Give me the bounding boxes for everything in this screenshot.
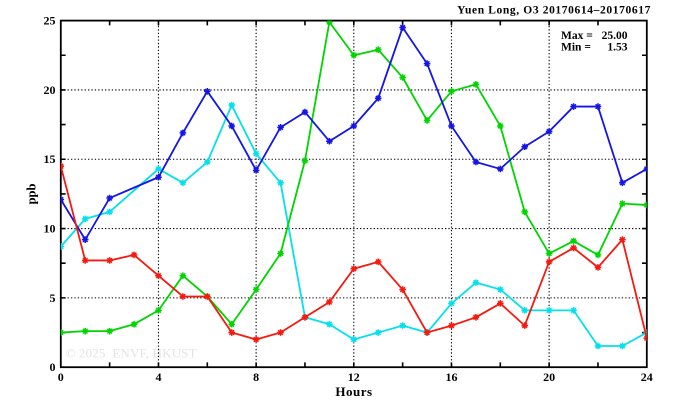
svg-text:25.00: 25.00 [602,30,628,42]
svg-text:20: 20 [44,83,56,97]
svg-text:0: 0 [58,370,64,384]
svg-text:© 2025 ENVF, HKUST: © 2025 ENVF, HKUST [66,346,197,361]
svg-text:8: 8 [253,370,259,384]
svg-text:5: 5 [50,291,56,305]
svg-text:15: 15 [44,152,56,166]
svg-text:Yuen Long, O3 20170614–2017061: Yuen Long, O3 20170614–20170617 [457,4,651,16]
svg-text:25: 25 [44,14,56,28]
svg-text:10: 10 [44,221,56,235]
svg-text:24: 24 [641,370,653,384]
svg-text:ppb: ppb [25,184,39,205]
svg-text:Min =: Min = [561,42,591,54]
svg-text:0: 0 [50,360,56,374]
svg-text:Hours: Hours [335,384,372,399]
svg-text:Max =: Max = [561,30,593,42]
svg-text:20: 20 [543,370,555,384]
svg-text:12: 12 [348,370,360,384]
svg-text:16: 16 [445,370,457,384]
svg-text:1.53: 1.53 [607,42,627,54]
svg-text:4: 4 [155,370,161,384]
